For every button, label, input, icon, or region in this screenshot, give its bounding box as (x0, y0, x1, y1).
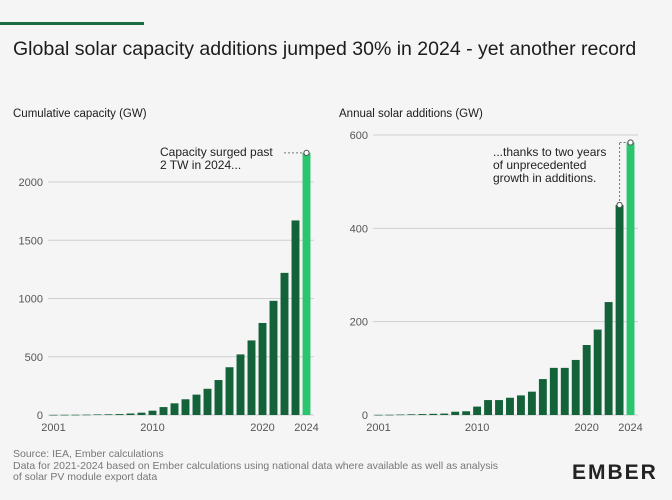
left-ytick-label: 1000 (19, 294, 43, 306)
cumulative-capacity-chart: 0 500 1000 1500 2000 2001 2010 2020 2024 Capacity… (19, 145, 319, 434)
right-annotation-text: growth in additions. (493, 171, 596, 185)
left-ytick-label: 0 (37, 410, 43, 422)
right-bar-2010 (473, 406, 482, 415)
right-bar-2006 (429, 413, 438, 415)
right-bar-2018 (560, 367, 569, 415)
right-bar-2004 (407, 414, 416, 415)
left-chart-ylabel: Cumulative capacity (GW) (13, 108, 147, 120)
left-bar-2005 (93, 414, 102, 416)
right-bar-2016 (538, 379, 547, 415)
right-bar-2014 (516, 395, 525, 415)
right-bar-2001 (374, 414, 383, 416)
footer-notes: Source: IEA, Ember calculations Data for… (13, 448, 553, 484)
right-ytick-label: 400 (350, 223, 368, 235)
right-annotation-text: of unprecedented (493, 158, 586, 172)
left-bar-2015 (203, 388, 212, 415)
right-bar-2017 (549, 367, 558, 415)
left-annotation-text: 2 TW in 2024... (160, 158, 241, 172)
left-bar-2008 (126, 413, 135, 415)
right-bar-2024 (626, 142, 635, 415)
right-chart-ylabel: Annual solar additions (GW) (339, 108, 483, 120)
right-annotation-marker-2024 (627, 139, 634, 146)
right-bar-2015 (527, 391, 536, 415)
left-xtick-label: 2020 (250, 422, 274, 434)
left-bar-2014 (192, 394, 201, 415)
right-bar-2009 (462, 411, 471, 415)
left-xtick-label: 2024 (294, 422, 318, 434)
left-bar-2011 (159, 407, 168, 415)
left-bar-2017 (225, 367, 234, 415)
left-bar-2020 (258, 322, 267, 415)
right-bar-2005 (418, 414, 427, 415)
right-bar-2008 (451, 411, 460, 415)
right-xtick-label: 2024 (618, 422, 642, 434)
right-bar-2011 (484, 400, 493, 415)
left-bar-2009 (137, 412, 146, 415)
left-bar-2003 (71, 414, 80, 416)
right-bar-2007 (440, 413, 449, 415)
right-xtick-label: 2001 (366, 422, 390, 434)
left-bar-2018 (236, 354, 245, 415)
left-annotation-marker (303, 149, 310, 156)
right-xtick-label: 2010 (465, 422, 489, 434)
left-bar-2019 (247, 340, 256, 415)
right-ytick-label: 200 (350, 317, 368, 329)
right-bar-2021 (593, 329, 602, 415)
left-bar-2023 (291, 220, 300, 415)
left-bar-2010 (148, 410, 157, 415)
left-ytick-label: 1500 (19, 235, 43, 247)
left-annotation-text: Capacity surged past (160, 145, 273, 159)
left-xtick-label: 2001 (41, 422, 65, 434)
left-bar-2007 (115, 414, 124, 415)
left-bar-2006 (104, 414, 113, 415)
left-bar-2012 (170, 403, 179, 415)
right-bar-2013 (506, 397, 514, 415)
right-annotation-marker-2023 (616, 201, 623, 209)
header-accent-line (0, 22, 144, 25)
right-ytick-label: 600 (350, 130, 368, 142)
right-bar-2020 (582, 345, 591, 415)
right-bar-2003 (396, 414, 405, 416)
right-ytick-label: 0 (362, 410, 368, 422)
right-bar-2012 (495, 400, 503, 415)
ember-logo: EMBER (572, 461, 658, 484)
left-ytick-label: 2000 (19, 177, 43, 189)
left-bar-2016 (214, 380, 223, 415)
left-ytick-label: 500 (25, 352, 43, 364)
footer-source: Source: IEA, Ember calculations (13, 448, 164, 460)
left-bar-2022 (280, 272, 289, 415)
chart-title: Global solar capacity additions jumped 3… (13, 38, 637, 60)
left-xtick-label: 2010 (140, 422, 164, 434)
left-bar-2004 (82, 414, 91, 416)
right-bar-2022 (604, 302, 613, 415)
footer-note-line1: Data for 2021-2024 based on Ember calcul… (13, 459, 499, 472)
right-bar-2002 (385, 414, 394, 416)
right-annotation-text: ...thanks to two years (493, 145, 606, 159)
right-bar-2023 (615, 205, 624, 415)
right-bar-2019 (571, 359, 580, 415)
left-bar-2013 (181, 399, 190, 415)
left-bar-2021 (269, 300, 278, 415)
left-bar-2024 (302, 152, 311, 415)
right-xtick-label: 2020 (574, 422, 598, 434)
footer-note-line2: of solar PV module export data (13, 471, 158, 483)
left-bar-2001 (49, 414, 58, 416)
left-bar-2002 (60, 414, 69, 416)
